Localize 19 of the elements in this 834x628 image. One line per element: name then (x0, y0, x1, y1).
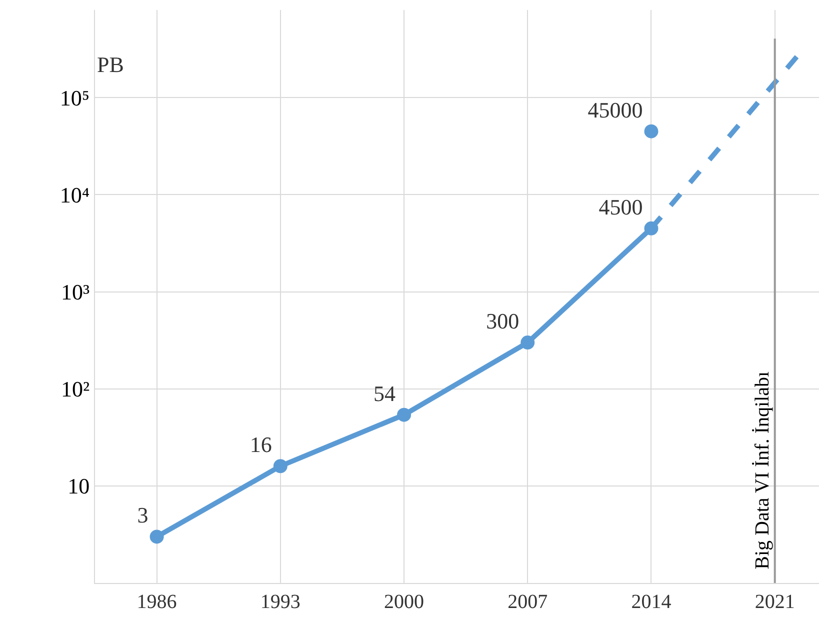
y-tick-label: 10 (68, 474, 90, 499)
x-tick-label: 1986 (136, 591, 177, 613)
y-axis-title: PB (97, 52, 124, 77)
x-tick-label: 2000 (384, 591, 424, 613)
ref-line-label: Big Data VI İnf. İnqilabı (751, 371, 774, 570)
y-tick-label: 10⁴ (60, 182, 90, 208)
x-tick-label: 2014 (631, 591, 672, 613)
y-tick-label: 10⁵ (60, 85, 90, 110)
data-label: 300 (486, 308, 520, 334)
x-tick-label: 1993 (260, 591, 300, 613)
data-label: 3 (137, 502, 148, 528)
data-label: 45000 (588, 97, 643, 122)
y-tick-label: 10³ (60, 280, 90, 304)
x-tick-label: 2021 (754, 591, 795, 613)
x-tick-label: 2007 (508, 591, 548, 613)
y-tick-label: 10² (60, 376, 90, 402)
data-label: 16 (250, 432, 272, 458)
data-label: 54 (374, 380, 396, 406)
data-label: 4500 (598, 194, 643, 220)
